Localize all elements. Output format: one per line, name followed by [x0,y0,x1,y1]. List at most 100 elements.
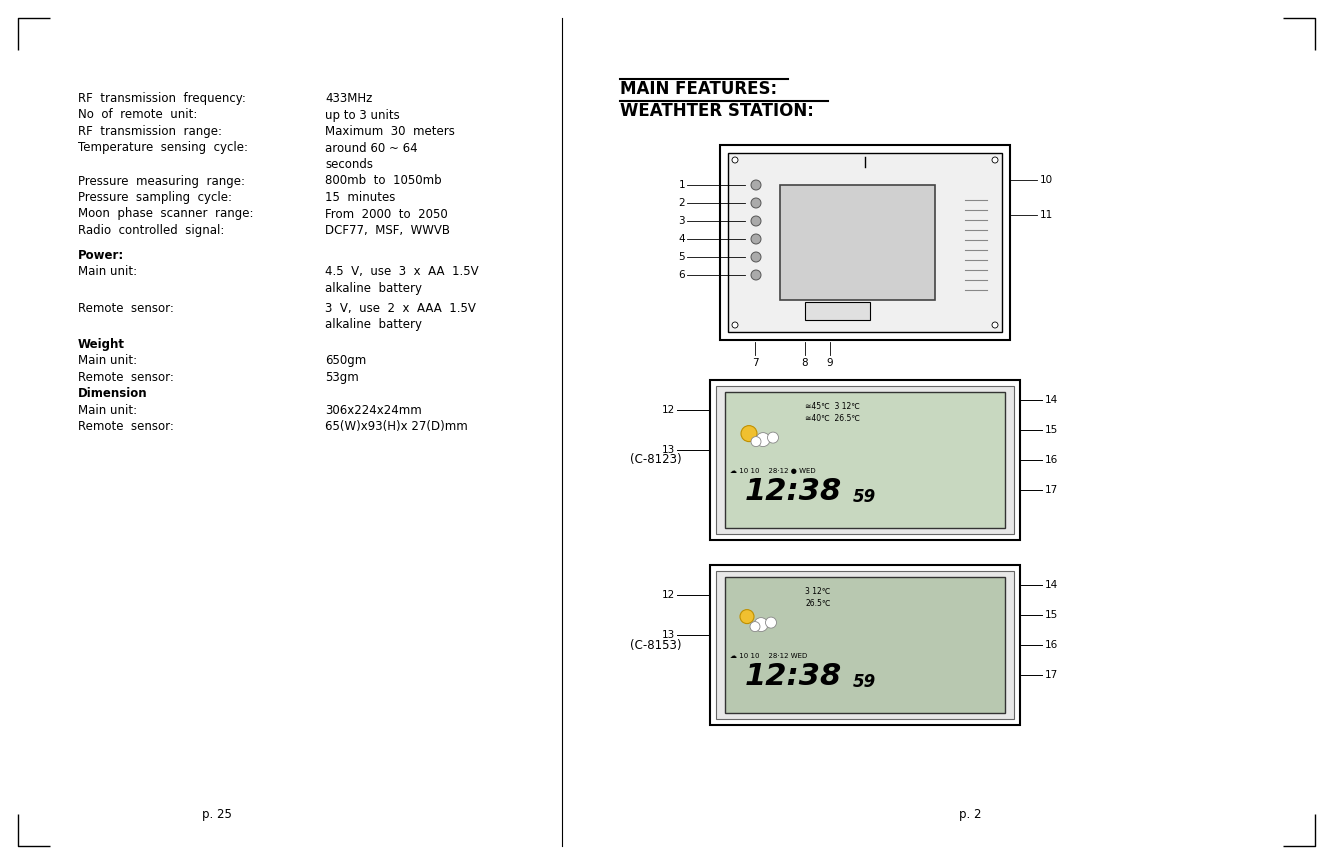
Text: p. 25: p. 25 [203,808,232,821]
Text: 12: 12 [661,405,674,415]
Circle shape [741,426,757,442]
Text: (C-8123): (C-8123) [631,454,681,467]
Text: 4: 4 [678,234,685,244]
FancyBboxPatch shape [728,153,1002,332]
Text: 5: 5 [678,252,685,262]
Text: Remote  sensor:: Remote sensor: [79,421,173,434]
FancyBboxPatch shape [725,577,1005,713]
Text: 12:38: 12:38 [745,662,842,691]
Text: From  2000  to  2050: From 2000 to 2050 [325,207,448,220]
FancyBboxPatch shape [720,145,1010,340]
FancyBboxPatch shape [716,571,1014,719]
Text: 12: 12 [661,590,674,600]
Text: 16: 16 [1045,640,1058,650]
Text: DCF77,  MSF,  WWVB: DCF77, MSF, WWVB [325,224,451,237]
Text: 7: 7 [752,358,758,368]
Circle shape [750,621,760,632]
Text: up to 3 units: up to 3 units [325,109,400,122]
Circle shape [750,216,761,226]
Text: 65(W)x93(H)x 27(D)mm: 65(W)x93(H)x 27(D)mm [325,421,468,434]
Circle shape [750,234,761,244]
Text: Main unit:: Main unit: [79,354,137,367]
Circle shape [992,322,998,328]
Circle shape [750,252,761,262]
Circle shape [750,436,761,447]
FancyBboxPatch shape [725,392,1005,528]
Text: 14: 14 [1045,395,1058,405]
Text: p. 2: p. 2 [958,808,981,821]
Text: No  of  remote  unit:: No of remote unit: [79,109,197,122]
Text: 53gm: 53gm [325,371,359,384]
Text: ☁ 10 10    28·12 ● WED: ☁ 10 10 28·12 ● WED [730,468,816,473]
Circle shape [732,157,738,163]
Text: 15  minutes: 15 minutes [325,191,396,204]
Text: Remote  sensor:: Remote sensor: [79,371,173,384]
Circle shape [750,180,761,190]
Text: 9: 9 [826,358,833,368]
Text: MAIN FEATURES:: MAIN FEATURES: [620,80,777,98]
FancyBboxPatch shape [716,386,1014,534]
Text: 800mb  to  1050mb: 800mb to 1050mb [325,175,441,187]
Text: Weight: Weight [79,338,125,351]
FancyBboxPatch shape [780,185,934,300]
Text: alkaline  battery: alkaline battery [325,318,423,331]
Text: 1: 1 [678,180,685,190]
Text: ☁ 10 10    28·12 WED: ☁ 10 10 28·12 WED [730,653,808,659]
Text: Main unit:: Main unit: [79,265,137,278]
Text: Radio  controlled  signal:: Radio controlled signal: [79,224,224,237]
Text: Moon  phase  scanner  range:: Moon phase scanner range: [79,207,253,220]
Text: 8: 8 [801,358,808,368]
Text: 13: 13 [661,445,674,455]
Text: 26.5℃: 26.5℃ [805,599,830,608]
Text: RF  transmission  frequency:: RF transmission frequency: [79,92,245,105]
Text: 13: 13 [661,630,674,640]
Text: 3  V,  use  2  x  AAA  1.5V: 3 V, use 2 x AAA 1.5V [325,302,476,314]
Circle shape [754,618,768,632]
Circle shape [750,270,761,280]
Text: 11: 11 [1040,210,1053,220]
Circle shape [732,322,738,328]
Text: 16: 16 [1045,455,1058,465]
Text: WEATHTER STATION:: WEATHTER STATION: [620,102,814,120]
Text: 17: 17 [1045,485,1058,495]
Text: seconds: seconds [325,158,373,171]
Text: 59: 59 [853,673,876,691]
Text: RF  transmission  range:: RF transmission range: [79,125,223,138]
Text: 10: 10 [1040,175,1053,185]
Circle shape [756,433,770,447]
Text: 4.5  V,  use  3  x  AA  1.5V: 4.5 V, use 3 x AA 1.5V [325,265,479,278]
Text: 14: 14 [1045,580,1058,590]
FancyBboxPatch shape [710,565,1020,725]
Text: 15: 15 [1045,610,1058,620]
Circle shape [768,432,778,443]
FancyBboxPatch shape [805,302,870,320]
Text: around 60 ~ 64: around 60 ~ 64 [325,142,417,155]
Text: 17: 17 [1045,670,1058,680]
Text: ≅45℃  3 12℃: ≅45℃ 3 12℃ [805,402,860,411]
Circle shape [765,617,777,628]
FancyBboxPatch shape [710,380,1020,540]
Circle shape [740,610,754,624]
Text: (C-8153): (C-8153) [631,638,681,651]
Text: 306x224x24mm: 306x224x24mm [325,403,421,416]
Text: Pressure  sampling  cycle:: Pressure sampling cycle: [79,191,232,204]
Text: 15: 15 [1045,425,1058,435]
Text: 3: 3 [678,216,685,226]
Text: 650gm: 650gm [325,354,367,367]
Text: alkaline  battery: alkaline battery [325,282,423,295]
Text: 12:38: 12:38 [745,477,842,506]
Text: 3 12℃: 3 12℃ [805,587,830,596]
Text: 2: 2 [678,198,685,208]
Text: Main unit:: Main unit: [79,403,137,416]
Text: 433MHz: 433MHz [325,92,372,105]
Text: Power:: Power: [79,249,124,262]
Text: Pressure  measuring  range:: Pressure measuring range: [79,175,245,187]
Text: Remote  sensor:: Remote sensor: [79,302,173,314]
Text: Dimension: Dimension [79,387,148,400]
Text: ≅40℃  26.5℃: ≅40℃ 26.5℃ [805,414,860,423]
Text: Maximum  30  meters: Maximum 30 meters [325,125,455,138]
Circle shape [750,198,761,208]
Text: Temperature  sensing  cycle:: Temperature sensing cycle: [79,142,248,155]
Circle shape [992,157,998,163]
Text: 59: 59 [853,488,876,506]
